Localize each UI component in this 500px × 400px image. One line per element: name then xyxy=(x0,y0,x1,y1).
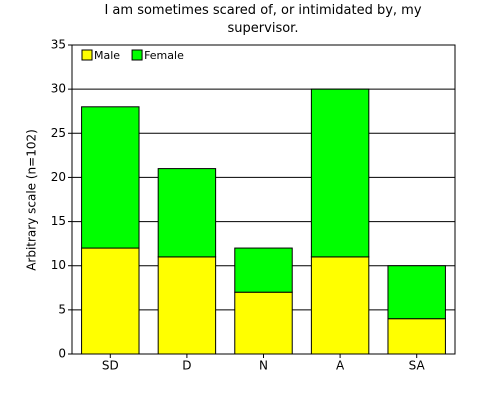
x-tick-label: SA xyxy=(409,359,426,373)
bar-segment xyxy=(81,247,140,355)
legend-label: Male xyxy=(94,49,120,62)
bar-segment xyxy=(157,168,217,258)
y-tick-label: 0 xyxy=(58,347,66,361)
bar-segment xyxy=(234,247,293,293)
y-tick-label: 30 xyxy=(51,82,66,96)
y-tick-label: 20 xyxy=(51,170,66,184)
bar-segment xyxy=(387,318,446,355)
bar-segment xyxy=(234,291,293,355)
y-axis-label: Arbitrary scale (n=102) xyxy=(25,129,39,271)
y-tick-label: 35 xyxy=(51,38,66,52)
x-tick-label: N xyxy=(259,359,268,373)
y-tick-label: 10 xyxy=(51,258,66,272)
x-tick-label: A xyxy=(336,359,345,373)
x-tick-label: SD xyxy=(102,359,119,373)
bar-segment xyxy=(310,256,370,355)
plot-frame xyxy=(71,44,456,355)
x-tick-label: D xyxy=(182,359,191,373)
bar-segment xyxy=(387,265,446,320)
y-tick-label: 5 xyxy=(58,302,66,316)
bar-segment xyxy=(81,106,140,249)
legend-swatch xyxy=(81,49,93,61)
bar-segment xyxy=(157,256,217,355)
y-tick-label: 25 xyxy=(51,126,66,140)
y-tick-label: 15 xyxy=(51,214,66,228)
legend-label: Female xyxy=(144,49,184,62)
chart-title: I am sometimes scared of, or intimidated… xyxy=(104,3,422,36)
legend-swatch xyxy=(131,49,143,61)
bar-segment xyxy=(310,88,370,258)
